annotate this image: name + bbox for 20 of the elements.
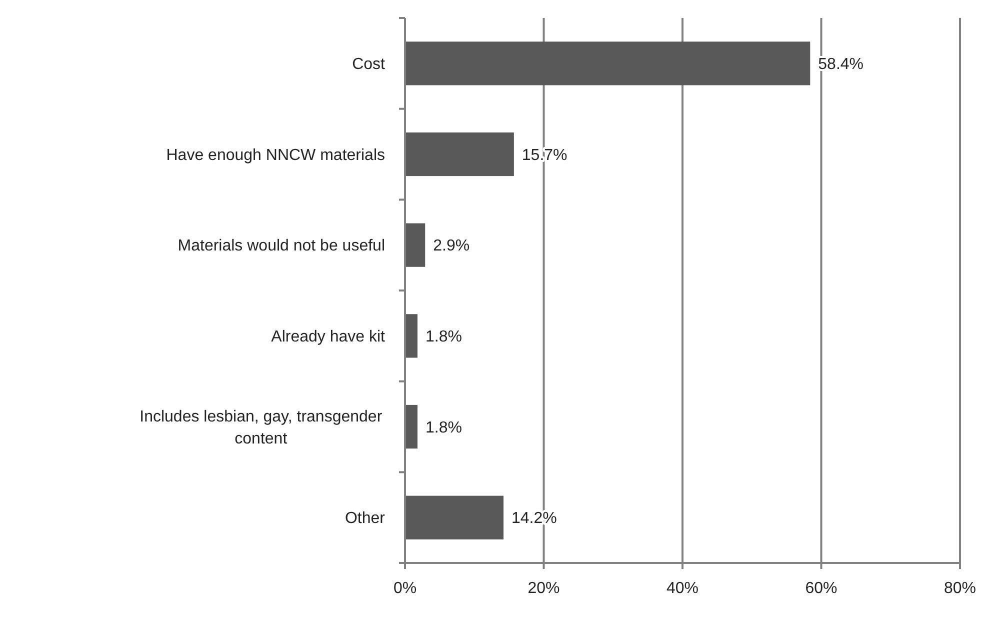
bar [405, 223, 426, 267]
y-tick-label: Already have kit [271, 328, 386, 346]
data-label: 1.8% [425, 419, 462, 436]
bar [405, 404, 418, 449]
data-label: 2.9% [433, 238, 470, 255]
bar [405, 42, 810, 86]
y-tick-label: Other [344, 510, 386, 528]
y-tick-label: Materials would not be useful [178, 238, 385, 255]
x-tick-label: 60% [805, 580, 838, 597]
x-tick-label: 40% [666, 580, 699, 597]
bar [405, 314, 418, 358]
y-tick-label: Have enough NNCW materials [166, 146, 385, 164]
y-tick-label: Cost [352, 56, 386, 74]
x-tick-label: 0% [393, 580, 417, 597]
bar [405, 132, 514, 176]
data-label: 1.8% [425, 328, 462, 346]
y-tick-label: Includes lesbian, gay, transgender content [140, 408, 383, 448]
x-tick-label: 20% [528, 580, 560, 597]
x-tick-label: 80% [944, 580, 976, 597]
bar [405, 496, 504, 540]
